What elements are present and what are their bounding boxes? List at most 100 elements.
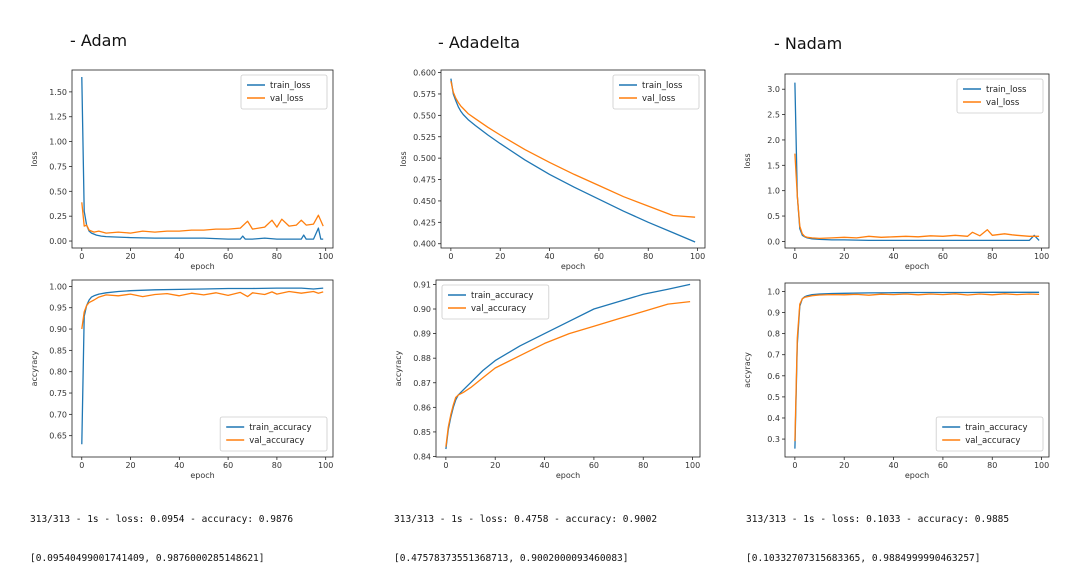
y-tick-label: 0.85 xyxy=(413,428,431,437)
chart-adam-loss: 0 20 40 60 80 100 0.00 0.25 0.50 0.75 1.00 1.25 1.50… xyxy=(30,69,334,271)
series-line-val_loss xyxy=(450,80,696,218)
x-tick-label: 60 xyxy=(223,461,233,470)
x-tick-label: 80 xyxy=(272,252,282,261)
x-tick-label: 0 xyxy=(443,461,448,470)
y-tick-label: 0.87 xyxy=(413,379,431,388)
y-axis-label: accyracy xyxy=(30,350,39,386)
y-tick-label: 0.85 xyxy=(49,346,67,355)
x-tick-label: 40 xyxy=(539,461,549,470)
series-line-train_loss xyxy=(450,78,696,243)
x-tick-label: 80 xyxy=(638,461,648,470)
y-tick-label: 0.550 xyxy=(413,111,436,120)
y-axis-label: accyracy xyxy=(394,350,403,386)
x-tick-label: 100 xyxy=(690,252,705,261)
y-tick-label: 0.89 xyxy=(413,330,431,339)
y-tick-label: 1.25 xyxy=(49,113,67,122)
y-tick-label: 0.88 xyxy=(413,354,431,363)
legend-label-val_loss: val_loss xyxy=(986,98,1020,108)
chart-adadelta-accuracy: 0 20 40 60 80 100 0.84 0.85 0.86 0.87 0.88 0.89 0.90… xyxy=(394,279,701,480)
x-tick-label: 60 xyxy=(938,461,948,470)
x-tick-label: 20 xyxy=(490,461,500,470)
y-tick-label: 0.6 xyxy=(767,372,780,381)
x-tick-label: 60 xyxy=(223,252,233,261)
y-tick-label: 0.600 xyxy=(413,69,436,78)
x-tick-label: 20 xyxy=(125,252,135,261)
x-tick-label: 40 xyxy=(174,252,184,261)
y-tick-label: 0.95 xyxy=(49,304,67,313)
y-tick-label: 3.0 xyxy=(767,85,780,94)
nadam-eval-values: [0.10332707315683365, 0.9884999990463257… xyxy=(746,553,981,564)
legend-label-train_accuracy: train_accuracy xyxy=(965,423,1027,433)
plot-frame xyxy=(435,279,701,458)
x-tick-label: 0 xyxy=(448,252,453,261)
x-tick-label: 40 xyxy=(888,252,898,261)
chart-nadam-loss: 0 20 40 60 80 100 0.0 0.5 1.0 1.5 2.0 2.5 3.0 epoch lo… xyxy=(743,73,1050,271)
chart-nadam-accuracy: 0 20 40 60 80 100 0.3 0.4 0.5 0.6 0.7 0.8 0.9 1.0 epoc… xyxy=(743,282,1050,480)
y-tick-label: 0.90 xyxy=(49,325,67,334)
adadelta-eval-line: 313/313 - 1s - loss: 0.4758 - accuracy: … xyxy=(394,514,658,525)
x-axis-label: epoch xyxy=(190,262,214,271)
y-tick-label: 1.00 xyxy=(49,282,67,291)
legend: train_loss val_loss xyxy=(240,74,328,110)
x-axis-label: epoch xyxy=(905,262,929,271)
legend-label-train_accuracy: train_accuracy xyxy=(249,423,311,433)
x-tick-label: 20 xyxy=(125,461,135,470)
x-tick-label: 0 xyxy=(79,252,84,261)
y-tick-label: 0.575 xyxy=(413,90,436,99)
y-tick-label: 0.50 xyxy=(49,187,67,196)
adadelta-eval-values: [0.47578373551368713, 0.9002000093460083… xyxy=(394,553,629,564)
y-tick-label: 0.3 xyxy=(767,435,780,444)
y-axis-label: accyracy xyxy=(743,352,752,388)
legend-label-train_loss: train_loss xyxy=(642,81,683,91)
legend-box xyxy=(956,78,1044,114)
legend-box xyxy=(935,416,1044,452)
y-tick-label: 0.525 xyxy=(413,133,436,142)
x-tick-label: 100 xyxy=(1034,461,1049,470)
x-tick-label: 60 xyxy=(938,252,948,261)
training-curves-figure: 0 20 40 60 80 1000.000.250.500.751.001.251.50… xyxy=(30,69,1050,480)
legend-box xyxy=(612,74,700,110)
plot-frame xyxy=(71,69,334,249)
y-tick-label: 1.0 xyxy=(767,187,780,196)
legend-box xyxy=(219,416,328,452)
series-line-train_loss xyxy=(794,82,1040,242)
x-tick-label: 80 xyxy=(643,252,653,261)
legend-label-val_accuracy: val_accuracy xyxy=(471,304,526,314)
x-tick-label: 40 xyxy=(888,461,898,470)
adam-eval-line: 313/313 - 1s - loss: 0.0954 - accuracy: … xyxy=(30,514,294,525)
plot-frame xyxy=(784,73,1050,249)
nadam-eval-output: 313/313 - 1s - loss: 0.1033 - accuracy: … xyxy=(746,487,1009,578)
series-line-val_accuracy xyxy=(81,290,324,330)
series-line-val_accuracy xyxy=(445,300,691,447)
legend-label-val_accuracy: val_accuracy xyxy=(249,436,304,446)
x-tick-label: 0 xyxy=(792,461,797,470)
y-tick-label: 0.5 xyxy=(767,393,780,402)
x-tick-label: 80 xyxy=(987,252,997,261)
y-tick-label: 0.91 xyxy=(413,280,431,289)
adam-heading: - Adam xyxy=(70,31,128,50)
legend-label-val_accuracy: val_accuracy xyxy=(965,436,1020,446)
plot-frame xyxy=(71,279,334,458)
adam-eval-output: 313/313 - 1s - loss: 0.0954 - accuracy: … xyxy=(30,487,293,578)
x-tick-label: 20 xyxy=(839,252,849,261)
x-tick-label: 100 xyxy=(318,461,333,470)
legend-label-train_loss: train_loss xyxy=(986,85,1027,95)
y-tick-label: 0.75 xyxy=(49,389,67,398)
y-tick-label: 0.65 xyxy=(49,432,67,441)
y-tick-label: 2.0 xyxy=(767,136,780,145)
x-tick-label: 100 xyxy=(318,252,333,261)
chart-adam-accuracy: 0 20 40 60 80 100 0.65 0.70 0.75 0.80 0.85 0.90 0.95… xyxy=(30,279,334,480)
x-axis-label: epoch xyxy=(905,471,929,480)
x-tick-label: 20 xyxy=(495,252,505,261)
x-axis-label: epoch xyxy=(190,471,214,480)
legend: train_loss val_loss xyxy=(612,74,700,110)
plot-frame xyxy=(784,282,1050,458)
x-tick-label: 60 xyxy=(589,461,599,470)
y-tick-label: 0.0 xyxy=(767,237,780,246)
x-tick-label: 40 xyxy=(174,461,184,470)
x-tick-label: 100 xyxy=(685,461,700,470)
legend: train_accuracy val_accuracy xyxy=(441,284,550,320)
chart-adadelta-loss: 0 20 40 60 80 100 0.400 0.425 0.450 0.475 0.500 0.5… xyxy=(399,69,706,271)
x-tick-label: 80 xyxy=(272,461,282,470)
series-line-val_loss xyxy=(794,153,1040,240)
